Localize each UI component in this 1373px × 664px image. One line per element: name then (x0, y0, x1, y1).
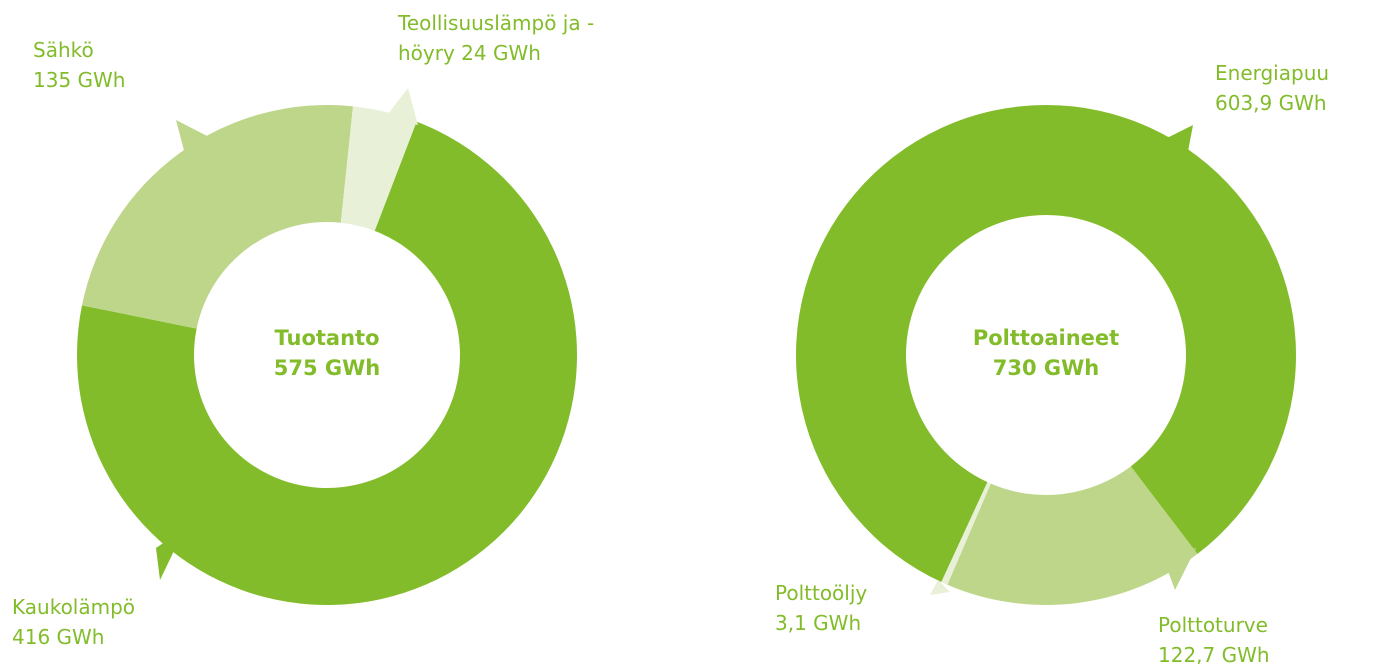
donut-segment (340, 106, 417, 231)
segment-label: Energiapuu 603,9 GWh (1215, 58, 1373, 118)
value-label: 3,1 GWh (775, 611, 862, 635)
label-pointer (176, 120, 215, 158)
label-pointer (930, 580, 950, 595)
donut-segment (81, 104, 354, 329)
category-name: Kaukolämpö (12, 595, 136, 619)
segment-label: Teollisuuslämpö ja -höyry 24 GWh (398, 8, 643, 68)
segment-label: Sähkö 135 GWh (33, 35, 233, 95)
label-pointer (1162, 548, 1196, 590)
center-title: Tuotanto (274, 326, 380, 350)
category-name: Polttoturve (1158, 613, 1268, 637)
value-label: 122,7 GWh (1158, 643, 1270, 664)
center-total: 575 GWh (273, 356, 381, 380)
donut-segment (941, 482, 991, 585)
value-label: 603,9 GWh (1215, 91, 1327, 115)
center-label: Polttoaineet 730 GWh (916, 323, 1176, 383)
label-pointer (156, 528, 185, 580)
donut-segment (796, 104, 1296, 583)
segment-label: Kaukolämpö 416 GWh (12, 592, 252, 652)
donut-segment (77, 121, 578, 606)
donut-segment (947, 466, 1198, 605)
category-name: Sähkö (33, 38, 94, 62)
label-pointer (1163, 125, 1193, 162)
category-name: Polttoöljy (775, 581, 868, 605)
segment-label: Polttoturve 122,7 GWh (1158, 610, 1358, 664)
center-title: Polttoaineet (972, 326, 1120, 350)
value-label: 135 GWh (33, 68, 126, 92)
center-total: 730 GWh (992, 356, 1100, 380)
category-name: Teollisuuslämpö ja -höyry (398, 11, 595, 65)
segment-label: Polttoöljy 3,1 GWh (775, 578, 975, 638)
value-label: 24 GWh (461, 41, 541, 65)
value-label: 416 GWh (12, 625, 105, 649)
label-pointer (385, 88, 418, 125)
center-label: Tuotanto 575 GWh (197, 323, 457, 383)
category-name: Energiapuu (1215, 61, 1330, 85)
